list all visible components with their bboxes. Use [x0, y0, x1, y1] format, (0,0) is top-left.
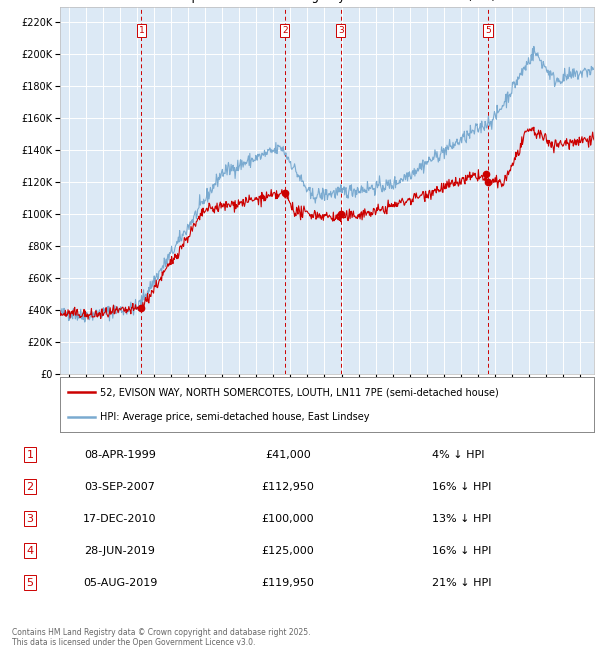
Text: HPI: Average price, semi-detached house, East Lindsey: HPI: Average price, semi-detached house,… — [100, 412, 370, 422]
Title: 52, EVISON WAY, NORTH SOMERCOTES, LOUTH, LN11 7PE
Price paid vs. HM Land Registr: 52, EVISON WAY, NORTH SOMERCOTES, LOUTH,… — [157, 0, 497, 3]
Text: Contains HM Land Registry data © Crown copyright and database right 2025.
This d: Contains HM Land Registry data © Crown c… — [12, 628, 311, 647]
Text: 16% ↓ HPI: 16% ↓ HPI — [432, 545, 491, 556]
Text: £119,950: £119,950 — [262, 578, 314, 588]
Text: 3: 3 — [338, 26, 344, 35]
Text: 13% ↓ HPI: 13% ↓ HPI — [432, 514, 491, 524]
Text: 17-DEC-2010: 17-DEC-2010 — [83, 514, 157, 524]
Text: 5: 5 — [485, 26, 491, 35]
Text: 1: 1 — [26, 450, 34, 460]
Text: 08-APR-1999: 08-APR-1999 — [84, 450, 156, 460]
Text: 2: 2 — [282, 26, 287, 35]
Text: £100,000: £100,000 — [262, 514, 314, 524]
Text: 52, EVISON WAY, NORTH SOMERCOTES, LOUTH, LN11 7PE (semi-detached house): 52, EVISON WAY, NORTH SOMERCOTES, LOUTH,… — [100, 387, 499, 397]
Text: £41,000: £41,000 — [265, 450, 311, 460]
Text: 5: 5 — [26, 578, 34, 588]
Text: 21% ↓ HPI: 21% ↓ HPI — [432, 578, 491, 588]
Text: 4% ↓ HPI: 4% ↓ HPI — [432, 450, 485, 460]
Text: 28-JUN-2019: 28-JUN-2019 — [85, 545, 155, 556]
Text: 2: 2 — [26, 482, 34, 491]
Text: 4: 4 — [26, 545, 34, 556]
Text: 03-SEP-2007: 03-SEP-2007 — [85, 482, 155, 491]
Text: 1: 1 — [139, 26, 144, 35]
Text: 3: 3 — [26, 514, 34, 524]
Text: 05-AUG-2019: 05-AUG-2019 — [83, 578, 157, 588]
Text: 16% ↓ HPI: 16% ↓ HPI — [432, 482, 491, 491]
Text: £125,000: £125,000 — [262, 545, 314, 556]
Text: £112,950: £112,950 — [262, 482, 314, 491]
